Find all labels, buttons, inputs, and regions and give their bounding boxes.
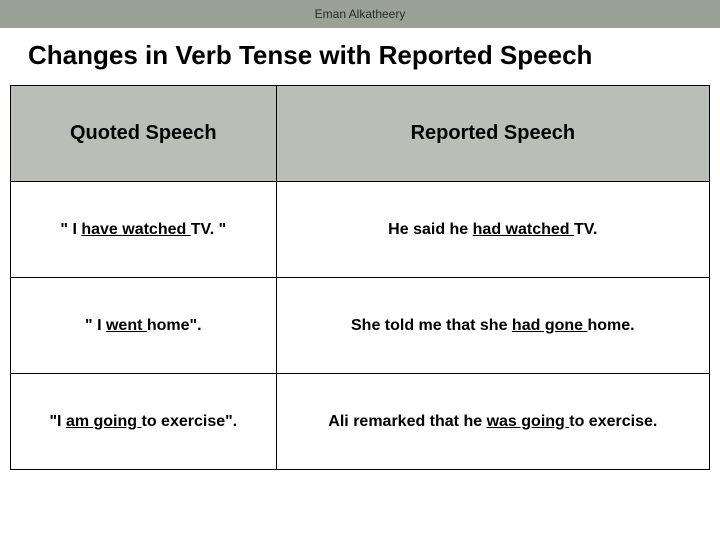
text-post: to exercise". bbox=[142, 413, 238, 430]
tense-table: Quoted Speech Reported Speech " I have w… bbox=[10, 85, 710, 470]
text-underline: have watched bbox=[81, 221, 190, 238]
text-underline: had gone bbox=[512, 317, 588, 334]
text-underline: am going bbox=[66, 413, 142, 430]
col-header-reported: Reported Speech bbox=[276, 86, 709, 182]
cell-quoted: " I went home". bbox=[11, 278, 277, 374]
text-underline: had watched bbox=[473, 221, 574, 238]
text-pre: Ali remarked that he bbox=[328, 413, 486, 430]
cell-quoted: " I have watched TV. " bbox=[11, 182, 277, 278]
text-post: home. bbox=[587, 317, 634, 334]
cell-reported: He said he had watched TV. bbox=[276, 182, 709, 278]
cell-reported: Ali remarked that he was going to exerci… bbox=[276, 374, 709, 470]
table-row: "I am going to exercise". Ali remarked t… bbox=[11, 374, 710, 470]
top-bar: Eman Alkatheery bbox=[0, 0, 720, 28]
text-underline: was going bbox=[487, 413, 570, 430]
text-pre: " I bbox=[85, 317, 106, 334]
page-title: Changes in Verb Tense with Reported Spee… bbox=[0, 28, 720, 85]
cell-reported: She told me that she had gone home. bbox=[276, 278, 709, 374]
table-row: " I have watched TV. " He said he had wa… bbox=[11, 182, 710, 278]
text-post: TV. bbox=[574, 221, 597, 238]
author-label: Eman Alkatheery bbox=[315, 7, 406, 21]
text-underline: went bbox=[106, 317, 147, 334]
table-row: " I went home". She told me that she had… bbox=[11, 278, 710, 374]
text-post: home". bbox=[147, 317, 202, 334]
text-pre: "I bbox=[49, 413, 65, 430]
table-header-row: Quoted Speech Reported Speech bbox=[11, 86, 710, 182]
col-header-quoted: Quoted Speech bbox=[11, 86, 277, 182]
text-pre: She told me that she bbox=[351, 317, 512, 334]
text-pre: He said he bbox=[388, 221, 472, 238]
text-post: to exercise. bbox=[569, 413, 657, 430]
text-pre: " I bbox=[60, 221, 81, 238]
cell-quoted: "I am going to exercise". bbox=[11, 374, 277, 470]
text-post: TV. " bbox=[191, 221, 226, 238]
